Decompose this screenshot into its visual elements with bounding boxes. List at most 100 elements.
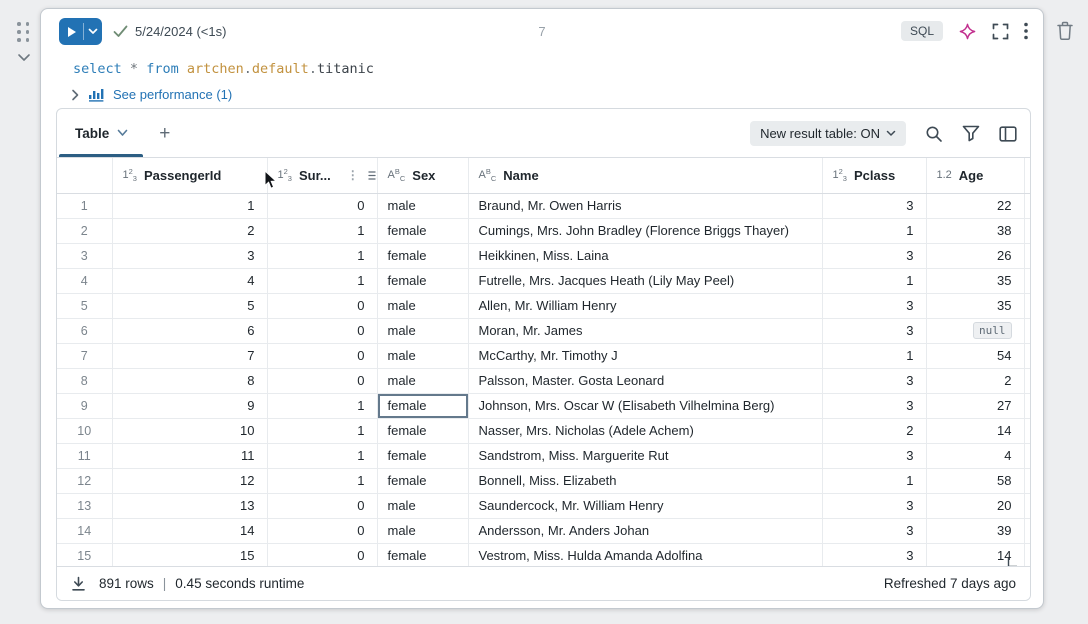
- cell-passengerid[interactable]: 15: [112, 543, 268, 569]
- cell-passengerid[interactable]: 12: [112, 468, 268, 494]
- cell-age[interactable]: null: [926, 318, 1025, 344]
- cell-name[interactable]: Johnson, Mrs. Oscar W (Elisabeth Vilhelm…: [468, 393, 823, 419]
- cell-overflow[interactable]: [1024, 418, 1030, 444]
- cell-overflow[interactable]: [1024, 218, 1030, 244]
- row-number-cell[interactable]: 9: [57, 393, 113, 419]
- row-number-cell[interactable]: 11: [57, 443, 113, 469]
- cell-sex[interactable]: male: [377, 518, 469, 544]
- cell-sex[interactable]: male: [377, 193, 469, 219]
- cell-survived[interactable]: 0: [267, 543, 378, 569]
- row-number-cell[interactable]: 10: [57, 418, 113, 444]
- cell-pclass[interactable]: 3: [822, 243, 927, 269]
- cell-name[interactable]: Andersson, Mr. Anders Johan: [468, 518, 823, 544]
- see-performance-row[interactable]: See performance (1): [71, 87, 232, 102]
- cell-sex[interactable]: male: [377, 293, 469, 319]
- column-menu-kebab-icon[interactable]: ⋮: [346, 168, 359, 183]
- language-badge[interactable]: SQL: [900, 21, 943, 41]
- row-number-cell[interactable]: 3: [57, 243, 113, 269]
- row-number-cell[interactable]: 12: [57, 468, 113, 494]
- cell-passengerid[interactable]: 9: [112, 393, 268, 419]
- cell-passengerid[interactable]: 14: [112, 518, 268, 544]
- run-cell-button[interactable]: [59, 18, 102, 45]
- cell-age[interactable]: 54: [926, 343, 1025, 369]
- cell-age[interactable]: 20: [926, 493, 1025, 519]
- cell-age[interactable]: 38: [926, 218, 1025, 244]
- cell-sex[interactable]: male: [377, 368, 469, 394]
- row-number-cell[interactable]: 1: [57, 193, 113, 219]
- cell-survived[interactable]: 0: [267, 318, 378, 344]
- cell-survived[interactable]: 1: [267, 243, 378, 269]
- cell-pclass[interactable]: 3: [822, 318, 927, 344]
- cell-overflow[interactable]: [1024, 193, 1030, 219]
- expand-fullscreen-icon[interactable]: [992, 23, 1009, 40]
- cell-survived[interactable]: 0: [267, 368, 378, 394]
- cell-overflow[interactable]: [1024, 343, 1030, 369]
- cell-overflow[interactable]: [1024, 468, 1030, 494]
- cell-age[interactable]: 4: [926, 443, 1025, 469]
- cell-name[interactable]: McCarthy, Mr. Timothy J: [468, 343, 823, 369]
- tab-options-chevron-icon[interactable]: [117, 129, 128, 137]
- cell-overflow[interactable]: [1024, 293, 1030, 319]
- cell-age[interactable]: 35: [926, 293, 1025, 319]
- cell-name[interactable]: Vestrom, Miss. Hulda Amanda Adolfina: [468, 543, 823, 569]
- cell-sex[interactable]: female: [377, 218, 469, 244]
- column-header-blank[interactable]: [57, 158, 113, 194]
- cell-sex[interactable]: female: [377, 543, 469, 569]
- cell-pclass[interactable]: 3: [822, 493, 927, 519]
- cell-menu-kebab-icon[interactable]: [1024, 22, 1028, 40]
- cell-sex[interactable]: male: [377, 493, 469, 519]
- cell-survived[interactable]: 0: [267, 343, 378, 369]
- cell-pclass[interactable]: 1: [822, 218, 927, 244]
- delete-cell-trash-icon[interactable]: [1055, 20, 1075, 42]
- cell-survived[interactable]: 1: [267, 268, 378, 294]
- cell-pclass[interactable]: 1: [822, 343, 927, 369]
- tab-table[interactable]: Table: [57, 109, 145, 157]
- cell-passengerid[interactable]: 11: [112, 443, 268, 469]
- row-number-cell[interactable]: 5: [57, 293, 113, 319]
- column-sort-icon[interactable]: [368, 169, 376, 182]
- cell-passengerid[interactable]: 1: [112, 193, 268, 219]
- cell-name[interactable]: Futrelle, Mrs. Jacques Heath (Lily May P…: [468, 268, 823, 294]
- cell-passengerid[interactable]: 6: [112, 318, 268, 344]
- row-number-cell[interactable]: 8: [57, 368, 113, 394]
- row-number-cell[interactable]: 13: [57, 493, 113, 519]
- cell-overflow[interactable]: [1024, 368, 1030, 394]
- cell-pclass[interactable]: 2: [822, 418, 927, 444]
- cell-name[interactable]: Nasser, Mrs. Nicholas (Adele Achem): [468, 418, 823, 444]
- column-header-name[interactable]: A B C Name: [468, 158, 823, 194]
- cell-overflow[interactable]: [1024, 493, 1030, 519]
- assistant-sparkle-icon[interactable]: [958, 22, 977, 41]
- cell-pclass[interactable]: 1: [822, 268, 927, 294]
- add-visualization-button[interactable]: +: [159, 122, 171, 144]
- cell-name[interactable]: Heikkinen, Miss. Laina: [468, 243, 823, 269]
- row-number-cell[interactable]: 7: [57, 343, 113, 369]
- cell-pclass[interactable]: 3: [822, 443, 927, 469]
- cell-sex[interactable]: female: [377, 243, 469, 269]
- cell-overflow[interactable]: [1024, 318, 1030, 344]
- cell-overflow[interactable]: [1024, 268, 1030, 294]
- cell-sex[interactable]: female: [377, 443, 469, 469]
- cell-survived[interactable]: 0: [267, 493, 378, 519]
- cell-survived[interactable]: 1: [267, 418, 378, 444]
- cell-pclass[interactable]: 3: [822, 193, 927, 219]
- cell-age[interactable]: 26: [926, 243, 1025, 269]
- side-panel-icon[interactable]: [999, 125, 1017, 142]
- cell-age[interactable]: 27: [926, 393, 1025, 419]
- column-header-pclass[interactable]: 1 2 3 Pclass: [822, 158, 927, 194]
- cell-overflow[interactable]: [1024, 443, 1030, 469]
- cell-sex[interactable]: female: [377, 468, 469, 494]
- cell-survived[interactable]: 0: [267, 193, 378, 219]
- cell-name[interactable]: Saundercock, Mr. William Henry: [468, 493, 823, 519]
- cell-name[interactable]: Sandstrom, Miss. Marguerite Rut: [468, 443, 823, 469]
- cell-passengerid[interactable]: 5: [112, 293, 268, 319]
- cell-age[interactable]: 2: [926, 368, 1025, 394]
- cell-age[interactable]: 22: [926, 193, 1025, 219]
- cell-age[interactable]: 39: [926, 518, 1025, 544]
- download-results-icon[interactable]: [71, 576, 86, 592]
- cell-name[interactable]: Moran, Mr. James: [468, 318, 823, 344]
- cell-overflow[interactable]: [1024, 393, 1030, 419]
- column-header-sur-[interactable]: 1 2 3 Sur... ⋮: [267, 158, 378, 194]
- cell-pclass[interactable]: 3: [822, 293, 927, 319]
- cell-sex[interactable]: male: [377, 343, 469, 369]
- cell-passengerid[interactable]: 7: [112, 343, 268, 369]
